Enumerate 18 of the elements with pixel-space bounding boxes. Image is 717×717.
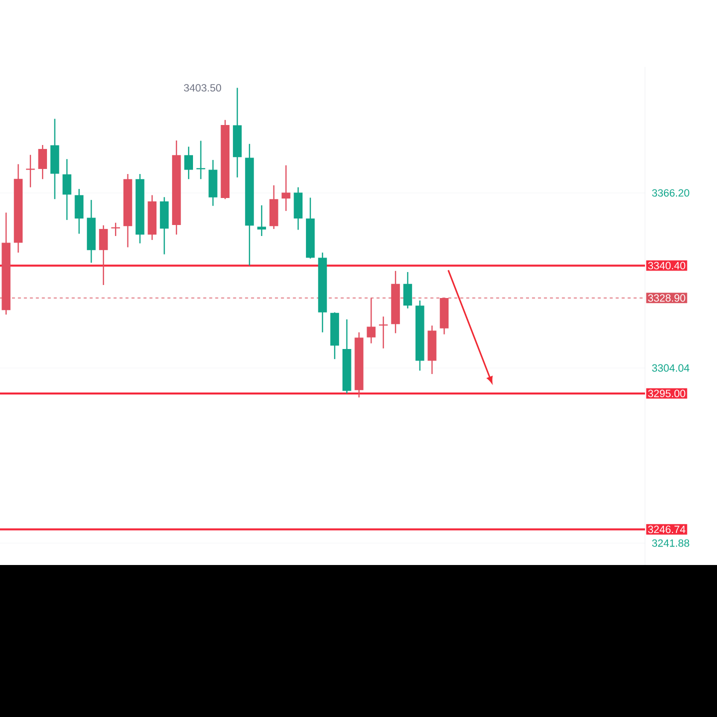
annotation: 3403.50 [184,84,222,92]
y-tick-label: 3304.04 [652,364,690,372]
candlestick [282,164,290,212]
candlestick [74,188,84,234]
ref-line-label: 3246.74 [648,526,686,534]
ref-line-label: 3295.00 [648,390,686,398]
candlestick [257,204,266,237]
candlestick [62,158,72,221]
ref-line-label: 3328.90 [648,294,686,302]
y-tick-label: 3241.88 [652,539,690,547]
candlestick [111,222,120,237]
candlestick [403,271,412,309]
candlestick [38,144,47,180]
candlestick [99,224,108,286]
y-tick-label: 3366.20 [652,189,690,197]
candlestick [184,146,194,180]
ref-line-label: 3340.40 [648,262,686,270]
candlestick [26,154,35,188]
